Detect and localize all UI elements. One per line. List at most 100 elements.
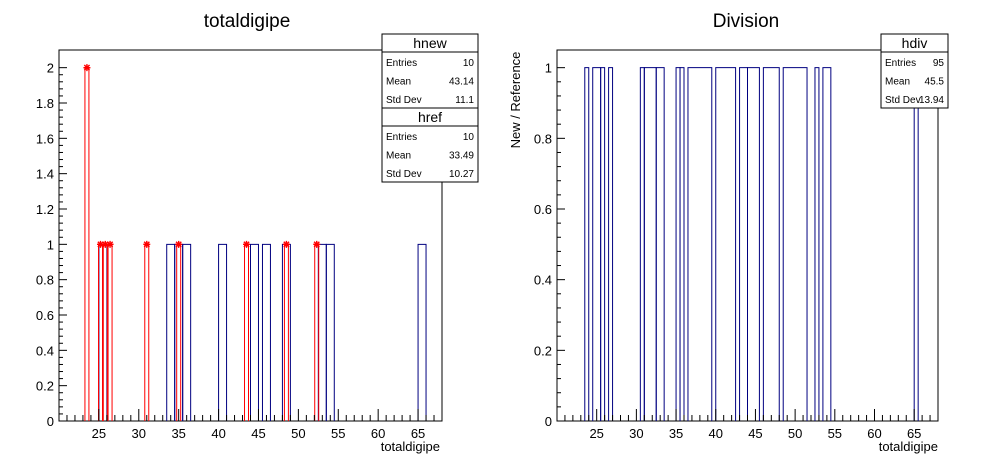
right-stats-hdiv-mean-value: 45.5: [925, 77, 945, 88]
left-hnew-bin-6: [261, 243, 271, 421]
right-stats-hdiv-entries-value: 95: [933, 58, 945, 69]
left-href-point-8: [313, 240, 321, 421]
left-stats-hnew-mean-label: Mean: [386, 77, 411, 88]
left-href-point-5: [175, 240, 183, 421]
right-hdiv-bin-2: [600, 67, 606, 421]
left-stats-href-std-dev-label: Std Dev: [386, 169, 422, 180]
left-href-point-6: [243, 240, 251, 421]
right-y-tick-label-1: 0.2: [534, 343, 552, 358]
right-y-tick-label-0: 0: [545, 414, 552, 429]
right-x-tick-label-2: 35: [669, 426, 683, 441]
right-hdiv-bin-9: [687, 67, 713, 421]
left-href-point-1: [96, 240, 104, 421]
left-stats-href-entries-value: 10: [463, 132, 475, 143]
left-href-point-2: [101, 240, 109, 421]
right-hdiv-bin-12: [747, 67, 760, 421]
left-pad: totaldigipe 0 0.2 0.4 0.6 0.8 1 1.2 1.4 1.6 1.8 2 2…: [36, 11, 479, 454]
left-y-tick-label-3: 0.6: [36, 308, 54, 323]
left-y-tick-label-10: 2: [47, 61, 54, 76]
right-hdiv-bin-10: [715, 67, 737, 421]
right-x-tick-label-1: 30: [629, 426, 643, 441]
right-hdiv-bin-3: [608, 67, 614, 421]
left-x-axis-label: totaldigipe: [381, 439, 440, 454]
left-y-tick-label-1: 0.2: [36, 379, 54, 394]
left-hnew-bin-10: [417, 243, 427, 421]
left-y-tick-label-9: 1.8: [36, 96, 54, 111]
right-chart-title: Division: [713, 11, 780, 32]
right-x-tick-label-6: 55: [828, 426, 842, 441]
right-stats-hdiv-std-dev-value: 13.94: [919, 95, 944, 106]
left-x-tick-label-8: 65: [411, 426, 425, 441]
left-axes: 0 0.2 0.4 0.6 0.8 1 1.2 1.4 1.6 1.8 2 25 30 35 40 45 50 5…: [36, 61, 443, 441]
right-hdiv-bin-13: [762, 67, 780, 421]
left-x-tick-label-4: 45: [251, 426, 265, 441]
left-hnew-bin-9: [325, 243, 335, 421]
left-y-tick-label-8: 1.6: [36, 131, 54, 146]
left-hnew-bin-3: [182, 243, 192, 421]
right-axes: 0 0.2 0.4 0.6 0.8 1 25 30 35 40 45 50 55 60 65: [534, 61, 939, 441]
right-y-axis-label: New / Reference: [508, 52, 523, 149]
left-href-point-3: [106, 240, 114, 421]
right-hdiv-bin-8: [679, 67, 685, 421]
right-y-tick-label-4: 0.8: [534, 131, 552, 146]
right-hdiv-bin-6: [655, 67, 665, 421]
left-y-tick-label-2: 0.4: [36, 343, 54, 358]
right-x-tick-label-8: 65: [907, 426, 921, 441]
right-hdiv-bin-15: [814, 67, 820, 421]
right-x-tick-label-7: 60: [867, 426, 881, 441]
right-hdiv-bin-16: [822, 67, 832, 421]
right-y-tick-label-2: 0.4: [534, 273, 552, 288]
left-y-tick-label-5: 1: [47, 237, 54, 252]
right-stats-hdiv-title: hdiv: [902, 35, 928, 51]
left-y-tick-label-6: 1.2: [36, 202, 54, 217]
left-hnew-bin-4: [218, 243, 228, 421]
left-stats-hnew-title: hnew: [413, 35, 447, 51]
left-x-tick-label-3: 40: [211, 426, 225, 441]
right-x-tick-label-4: 45: [748, 426, 762, 441]
right-hdiv-bin-0: [584, 67, 590, 421]
left-stats-hnew-mean-value: 43.14: [449, 77, 474, 88]
left-x-tick-label-2: 35: [171, 426, 185, 441]
left-href-point-4: [143, 240, 151, 421]
left-stats-href-entries-label: Entries: [386, 132, 417, 143]
left-x-tick-label-5: 50: [291, 426, 305, 441]
left-x-tick-label-1: 30: [132, 426, 146, 441]
right-pad: Division 0 0.2 0.4 0.6 0.8 1 25 30 35 40 45 50 55 60 6…: [508, 11, 949, 454]
left-hnew-bin-5: [250, 243, 259, 421]
left-x-tick-label-7: 60: [371, 426, 385, 441]
right-y-tick-label-5: 1: [545, 61, 552, 76]
right-stats-hdiv-mean-label: Mean: [885, 77, 910, 88]
right-y-tick-label-3: 0.6: [534, 202, 552, 217]
left-x-tick-label-0: 25: [92, 426, 106, 441]
right-x-tick-label-3: 40: [709, 426, 723, 441]
left-stats-href-std-dev-value: 10.27: [449, 169, 474, 180]
left-stats-href-mean-value: 33.49: [449, 151, 474, 162]
left-chart-title: totaldigipe: [204, 11, 291, 32]
right-x-axis-label: totaldigipe: [879, 439, 938, 454]
left-stats-hnew: hnew Entries 10 Mean 43.14 Std Dev 11.1: [381, 33, 479, 109]
left-stats-href-mean-label: Mean: [386, 151, 411, 162]
right-stats-hdiv-std-dev-label: Std Dev: [885, 95, 921, 106]
left-stats-href-title: href: [418, 109, 442, 125]
left-href-point-7: [282, 240, 290, 421]
left-y-tick-label-7: 1.4: [36, 167, 54, 182]
left-stats-hnew-entries-value: 10: [463, 58, 475, 69]
left-href-point-0: [83, 64, 91, 421]
left-y-tick-label-0: 0: [47, 414, 54, 429]
right-x-tick-label-0: 25: [589, 426, 603, 441]
left-stats-hnew-std-dev-value: 11.1: [455, 95, 474, 106]
right-hdiv-bin-14: [782, 67, 808, 421]
left-href-markers: [83, 64, 321, 421]
right-stats-hdiv-entries-label: Entries: [885, 58, 916, 69]
right-x-tick-label-5: 50: [788, 426, 802, 441]
left-stats-hnew-entries-label: Entries: [386, 58, 417, 69]
left-y-tick-label-4: 0.8: [36, 273, 54, 288]
left-x-tick-label-6: 55: [331, 426, 345, 441]
left-stats-hnew-std-dev-label: Std Dev: [386, 95, 422, 106]
